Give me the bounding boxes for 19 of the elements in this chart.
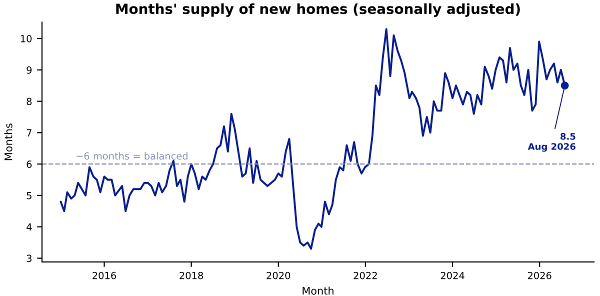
- y-tick-label: 6: [26, 160, 32, 168]
- ref-line-label: ~6 months = balanced: [76, 152, 188, 160]
- y-axis-title: Months: [4, 124, 12, 160]
- x-tick-label: 2024: [440, 272, 464, 280]
- x-tick-label: 2018: [180, 272, 204, 280]
- x-tick-label: 2022: [354, 272, 377, 280]
- annotation: 8.5 Aug 2026: [528, 132, 576, 152]
- y-tick-label: 7: [26, 129, 32, 136]
- y-tick-label: 5: [26, 192, 32, 200]
- x-tick-label: 2026: [528, 272, 552, 280]
- y-tick-label: 9: [26, 66, 32, 74]
- x-tick-label: 2016: [92, 272, 116, 280]
- chart-title: Months' supply of new homes (seasonally adjusted): [116, 3, 520, 17]
- y-tick-label: 3: [26, 254, 32, 262]
- y-tick-label: 10: [20, 34, 32, 42]
- x-tick-label: 2020: [266, 272, 290, 280]
- y-tick-label: 4: [26, 223, 32, 231]
- y-tick-label: 8: [26, 98, 32, 106]
- x-axis-title: Month: [302, 286, 334, 295]
